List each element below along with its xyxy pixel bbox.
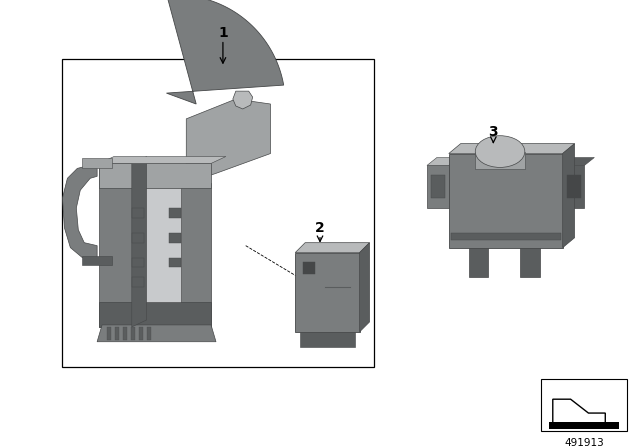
Polygon shape [300, 332, 355, 347]
Polygon shape [295, 253, 360, 332]
Polygon shape [468, 248, 488, 277]
Polygon shape [115, 327, 119, 340]
Polygon shape [303, 263, 315, 274]
Polygon shape [449, 154, 563, 248]
Polygon shape [83, 255, 112, 266]
Polygon shape [63, 164, 97, 259]
Polygon shape [233, 91, 253, 109]
Polygon shape [431, 175, 445, 198]
Polygon shape [132, 233, 144, 243]
Polygon shape [132, 188, 181, 302]
Polygon shape [107, 327, 111, 340]
Polygon shape [147, 327, 150, 340]
Bar [549, 422, 619, 429]
Polygon shape [170, 233, 181, 243]
Text: 1: 1 [218, 26, 228, 40]
Text: 3: 3 [488, 125, 498, 139]
Bar [541, 379, 627, 431]
Text: 491913: 491913 [564, 438, 604, 448]
Polygon shape [97, 325, 216, 342]
Polygon shape [170, 208, 181, 218]
Polygon shape [132, 277, 144, 287]
Polygon shape [170, 258, 181, 267]
Polygon shape [427, 165, 449, 208]
Bar [63, 60, 374, 366]
Polygon shape [563, 165, 584, 208]
Ellipse shape [476, 136, 525, 168]
Polygon shape [123, 327, 127, 340]
Polygon shape [132, 208, 144, 218]
Polygon shape [186, 99, 271, 183]
Polygon shape [566, 175, 580, 198]
Polygon shape [563, 158, 595, 165]
Polygon shape [166, 0, 284, 104]
Polygon shape [449, 144, 575, 154]
Polygon shape [132, 258, 144, 267]
Polygon shape [139, 327, 143, 340]
Polygon shape [476, 151, 525, 169]
Polygon shape [181, 183, 211, 327]
Polygon shape [83, 159, 112, 168]
Text: 2: 2 [315, 221, 325, 235]
Polygon shape [99, 302, 211, 327]
Polygon shape [132, 156, 147, 327]
Polygon shape [563, 144, 575, 248]
Polygon shape [295, 243, 369, 253]
Polygon shape [427, 158, 459, 165]
Polygon shape [451, 233, 561, 240]
Polygon shape [131, 327, 135, 340]
Polygon shape [99, 164, 132, 327]
Polygon shape [360, 243, 369, 332]
Polygon shape [99, 164, 211, 188]
Polygon shape [99, 156, 226, 164]
Polygon shape [520, 248, 540, 277]
